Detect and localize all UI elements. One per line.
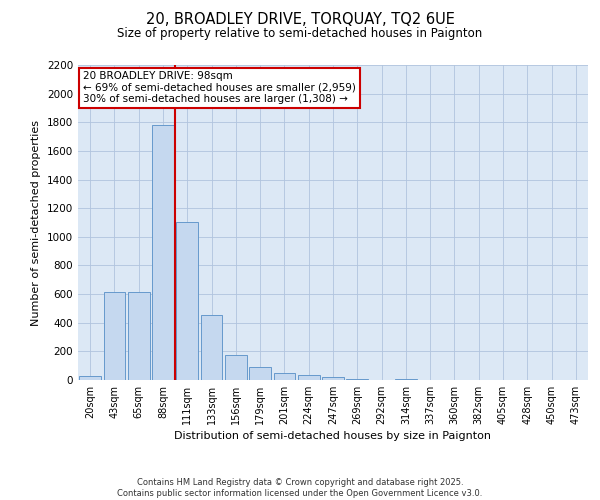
Text: 20, BROADLEY DRIVE, TORQUAY, TQ2 6UE: 20, BROADLEY DRIVE, TORQUAY, TQ2 6UE xyxy=(146,12,454,28)
Bar xyxy=(128,292,149,380)
Bar xyxy=(298,375,320,380)
Y-axis label: Number of semi-detached properties: Number of semi-detached properties xyxy=(31,120,41,326)
Text: Contains HM Land Registry data © Crown copyright and database right 2025.
Contai: Contains HM Land Registry data © Crown c… xyxy=(118,478,482,498)
Bar xyxy=(346,379,368,380)
X-axis label: Distribution of semi-detached houses by size in Paignton: Distribution of semi-detached houses by … xyxy=(175,431,491,441)
Bar xyxy=(249,367,271,380)
Bar xyxy=(176,222,198,380)
Bar xyxy=(395,378,417,380)
Text: Size of property relative to semi-detached houses in Paignton: Size of property relative to semi-detach… xyxy=(118,28,482,40)
Bar xyxy=(225,355,247,380)
Bar xyxy=(104,292,125,380)
Bar xyxy=(79,376,101,380)
Text: 20 BROADLEY DRIVE: 98sqm
← 69% of semi-detached houses are smaller (2,959)
30% o: 20 BROADLEY DRIVE: 98sqm ← 69% of semi-d… xyxy=(83,72,356,104)
Bar xyxy=(152,125,174,380)
Bar xyxy=(322,377,344,380)
Bar xyxy=(274,373,295,380)
Bar xyxy=(200,315,223,380)
